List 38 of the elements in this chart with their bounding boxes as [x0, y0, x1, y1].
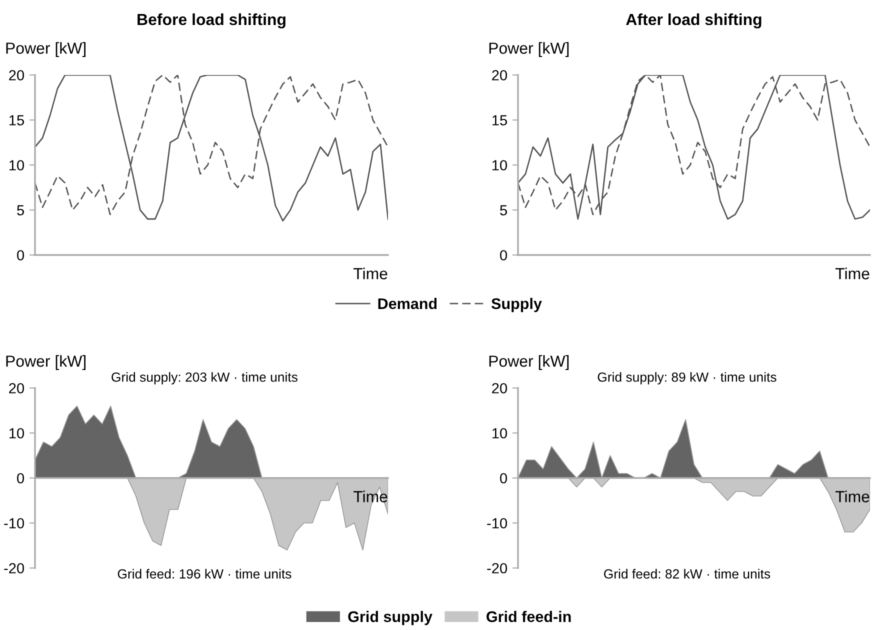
chart-title: Before load shifting	[138, 13, 286, 28]
x-axis-title: Time	[835, 268, 870, 280]
y-tick-label: 0	[500, 250, 508, 260]
legend-label: Grid supply	[348, 610, 432, 626]
x-axis-title: Time	[353, 490, 388, 502]
y-tick-label: 15	[492, 115, 507, 126]
y-tick-label: -20	[4, 563, 24, 574]
y-tick-label: 10	[9, 428, 24, 438]
y-axis-title: Power [kW]	[6, 42, 86, 57]
y-axis-title: Power [kW]	[489, 355, 569, 370]
y-tick-label: 10	[492, 160, 508, 170]
text: Grid supply: 203 kW · time units	[112, 372, 298, 384]
x-axis-title: Time	[353, 268, 388, 280]
y-tick-label: -20	[487, 563, 508, 574]
chart-title: After load shifting	[626, 13, 762, 28]
y-tick-label: 10	[492, 428, 508, 438]
text: Grid feed: 82 kW · time units	[604, 568, 770, 579]
text: Grid supply: 89 kW · time units	[598, 372, 776, 384]
y-tick-label: 15	[9, 115, 24, 126]
y-tick-label: 20	[9, 383, 24, 394]
y-tick-label: -10	[4, 518, 24, 528]
y-tick-label: 5	[17, 205, 24, 216]
text: Grid feed: 196 kW · time units	[118, 568, 292, 579]
y-tick-label: 0	[17, 473, 24, 484]
y-tick-label: 5	[500, 205, 507, 216]
y-axis-title: Power [kW]	[6, 355, 86, 370]
legend-label: Grid feed-in	[486, 610, 571, 622]
y-tick-label: 20	[492, 383, 508, 394]
legend-label: Supply	[491, 298, 542, 312]
y-axis-title: Power [kW]	[489, 42, 569, 57]
y-tick-label: 0	[500, 473, 508, 484]
y-tick-label: 10	[9, 160, 24, 170]
x-axis-title: Time	[835, 490, 870, 502]
legend-label: Demand	[378, 298, 437, 310]
y-tick-label: 0	[17, 250, 24, 260]
y-tick-label: -10	[487, 518, 508, 528]
y-tick-label: 20	[9, 70, 24, 80]
y-tick-label: 20	[492, 70, 508, 80]
